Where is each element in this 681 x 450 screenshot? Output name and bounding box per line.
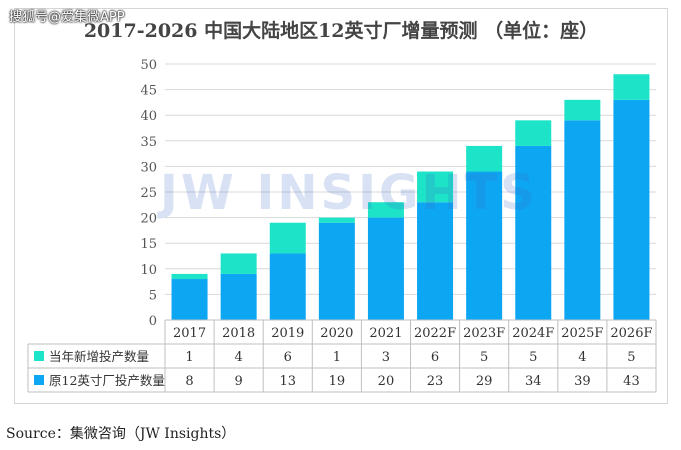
bar-existing: [318, 222, 355, 320]
table-value: 4: [578, 350, 586, 365]
chart-title: 2017-2026 中国大陆地区12英寸厂增量预测 （单位：座）: [83, 20, 599, 42]
legend-swatch: [34, 351, 44, 361]
table-value: 5: [480, 350, 488, 365]
x-category-label: 2018: [222, 326, 255, 341]
bar-existing: [564, 120, 601, 320]
source-note: Source：集微咨询（JW Insights）: [6, 426, 236, 442]
table-value: 9: [235, 374, 243, 389]
bar-existing: [220, 273, 257, 320]
bar-existing: [367, 217, 404, 320]
legend-label: 当年新增投产数量: [49, 349, 149, 364]
table-value: 23: [427, 374, 444, 389]
bar-new: [466, 145, 503, 172]
x-category-label: 2017: [173, 326, 206, 341]
x-category-label: 2025F: [561, 326, 603, 341]
bar-existing: [269, 253, 306, 320]
y-tick-label: 10: [140, 263, 157, 278]
table-value: 13: [279, 374, 296, 389]
x-category-label: 2026F: [610, 326, 652, 341]
x-category-label: 2019: [271, 326, 304, 341]
bar-new: [171, 273, 208, 280]
y-tick-label: 50: [140, 58, 157, 73]
table-value: 19: [329, 374, 346, 389]
y-tick-label: 25: [140, 186, 157, 201]
legend-swatch: [34, 375, 44, 385]
bar-existing: [613, 99, 650, 320]
x-category-label: 2023F: [463, 326, 505, 341]
table-value: 1: [185, 350, 193, 365]
bar-new: [367, 202, 404, 218]
y-tick-label: 40: [140, 109, 157, 124]
table-value: 34: [525, 374, 542, 389]
table-value: 20: [378, 374, 395, 389]
table-value: 4: [235, 350, 243, 365]
bar-new: [564, 99, 601, 121]
y-tick-label: 35: [140, 135, 157, 150]
table-value: 8: [185, 374, 193, 389]
bars: [171, 74, 650, 320]
bar-existing: [171, 279, 208, 320]
table-value: 6: [284, 350, 292, 365]
y-tick-label: 45: [140, 84, 157, 99]
table-value: 3: [382, 350, 390, 365]
bar-new: [515, 120, 552, 146]
bar-new: [220, 253, 257, 274]
bar-existing: [466, 171, 503, 320]
table-value: 1: [333, 350, 341, 365]
table-value: 29: [476, 374, 493, 389]
table-value: 5: [529, 350, 537, 365]
x-category-label: 2020: [320, 326, 353, 341]
data-table: 2017 2018 2019 2020 2021 2022F 2023F 2024F 2025F…: [27, 319, 657, 393]
bar-new: [417, 171, 454, 203]
chart-frame: [14, 8, 668, 404]
table-value: 43: [623, 374, 640, 389]
bar-existing: [515, 145, 552, 320]
table-value: 6: [431, 350, 439, 365]
bar-new: [318, 217, 355, 223]
bar-new: [269, 222, 306, 254]
site-watermark: 搜狐号@爱集微APP: [9, 10, 125, 25]
x-category-label: 2021: [369, 326, 402, 341]
bar-new: [613, 74, 650, 100]
y-tick-label: 30: [140, 160, 157, 175]
y-axis-ticks: 0 5 10 15 20 25 30 35 40 45 50: [140, 58, 157, 329]
bar-existing: [417, 202, 454, 320]
x-category-label: 2022F: [414, 326, 456, 341]
y-tick-label: 0: [149, 314, 157, 329]
table-value: 39: [574, 374, 591, 389]
y-tick-label: 5: [149, 288, 157, 303]
brand-watermark: JW INSIGHTS: [160, 165, 538, 221]
x-category-label: 2024F: [512, 326, 554, 341]
y-tick-label: 20: [140, 212, 157, 227]
legend-label: 原12英寸厂投产数量: [49, 373, 165, 388]
table-value: 5: [627, 350, 635, 365]
y-tick-label: 15: [140, 237, 157, 252]
